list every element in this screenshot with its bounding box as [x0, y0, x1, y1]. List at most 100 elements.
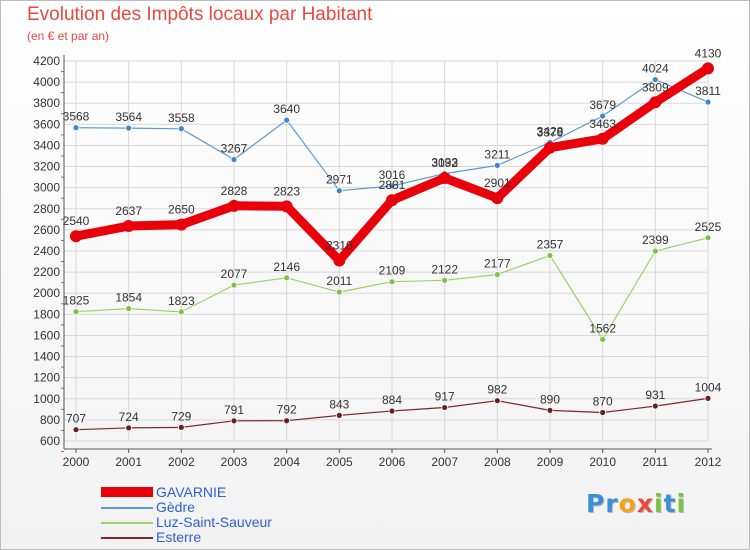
y-tick-label: 3800: [33, 96, 60, 110]
data-point: [493, 271, 501, 278]
data-point: [280, 200, 293, 213]
data-point: [230, 156, 238, 163]
logo-letter: i: [654, 489, 664, 518]
data-point: [388, 278, 396, 286]
legend-label: Luz-Saint-Sauveur: [156, 514, 272, 530]
data-point: [704, 394, 712, 402]
legend-swatch: [101, 487, 153, 497]
x-tick-label: 2011: [642, 455, 668, 469]
data-label: 3133: [431, 156, 458, 170]
data-point: [283, 417, 291, 425]
data-point: [599, 112, 607, 120]
x-tick-label: 2002: [168, 455, 195, 469]
data-point: [493, 397, 501, 405]
legend-swatch: [101, 507, 153, 509]
x-tick-label: 2012: [695, 455, 722, 469]
data-point: [228, 199, 240, 212]
data-point: [649, 96, 662, 109]
data-label: 1562: [589, 321, 616, 335]
y-tick-label: 2400: [33, 244, 60, 258]
data-label: 4024: [642, 62, 669, 76]
data-label: 2650: [168, 203, 195, 217]
data-label: 3568: [63, 110, 90, 124]
data-point: [125, 305, 133, 313]
data-point: [544, 141, 556, 154]
data-point: [441, 276, 449, 284]
legend-label: Esterre: [156, 529, 202, 545]
data-point: [441, 404, 449, 411]
data-point: [335, 187, 343, 195]
y-tick-label: 2600: [33, 223, 60, 237]
logo-letter: r: [605, 489, 619, 518]
data-label: 3558: [168, 111, 195, 125]
data-point: [72, 426, 80, 434]
data-point: [546, 406, 554, 414]
x-tick-label: 2001: [115, 455, 142, 469]
data-label: 3463: [589, 117, 616, 131]
data-label: 3016: [379, 168, 406, 182]
data-label: 729: [171, 409, 191, 423]
chart-subtitle: (en € et par an): [27, 29, 110, 43]
y-tick-label: 4200: [33, 54, 60, 68]
data-point: [175, 218, 188, 231]
data-point: [230, 281, 238, 289]
legend-swatch: [101, 537, 153, 539]
data-label: 3379: [537, 126, 564, 140]
data-point: [72, 124, 80, 132]
data-point: [651, 247, 659, 255]
data-point: [546, 252, 554, 259]
data-point: [177, 125, 185, 133]
data-label: 2637: [115, 204, 142, 218]
data-point: [704, 234, 712, 242]
legend-label: GAVARNIE: [156, 484, 227, 500]
x-tick-label: 2008: [484, 455, 511, 469]
x-tick-label: 2000: [63, 455, 90, 469]
data-label: 1823: [168, 294, 195, 308]
data-label: 3267: [221, 141, 248, 155]
data-label: 3809: [642, 80, 669, 94]
data-label: 2525: [695, 220, 722, 234]
data-point: [599, 409, 607, 416]
proxiti-logo: Proxiti: [586, 489, 686, 518]
x-tick-label: 2004: [273, 455, 300, 469]
data-label: 2901: [484, 176, 511, 190]
data-label: 884: [382, 393, 402, 407]
data-label: 2109: [379, 264, 406, 278]
data-point: [388, 407, 396, 415]
data-label: 2971: [326, 173, 353, 187]
data-label: 724: [119, 410, 139, 424]
x-tick-label: 2003: [221, 455, 248, 469]
y-tick-label: 1200: [33, 371, 60, 385]
y-tick-label: 4000: [33, 75, 60, 89]
data-label: 890: [540, 392, 560, 406]
data-point: [596, 132, 609, 145]
data-label: 2310: [326, 239, 353, 253]
y-tick-label: 3200: [33, 160, 60, 174]
data-point: [125, 124, 133, 132]
y-tick-label: 2200: [33, 265, 60, 279]
data-label: 2077: [221, 267, 248, 281]
data-label: 3640: [273, 102, 300, 116]
logo-letter: o: [618, 489, 637, 518]
data-label: 870: [593, 395, 613, 409]
x-tick-label: 2006: [379, 455, 406, 469]
data-label: 843: [329, 397, 349, 411]
data-label: 2399: [642, 233, 669, 247]
legend-label: Gèdre: [156, 499, 195, 515]
data-label: 1854: [115, 291, 142, 305]
y-tick-label: 600: [40, 434, 60, 448]
data-label: 931: [645, 388, 665, 402]
data-point: [335, 411, 343, 419]
data-point: [333, 254, 346, 267]
data-label: 2357: [537, 238, 564, 252]
data-label: 3679: [589, 98, 616, 112]
data-label: 3811: [695, 84, 721, 98]
data-point: [122, 219, 135, 232]
data-point: [70, 230, 82, 243]
y-tick-label: 1800: [33, 307, 60, 321]
x-tick-label: 2009: [537, 455, 564, 469]
data-label: 2881: [379, 178, 406, 192]
data-point: [702, 62, 714, 75]
logo-letter: x: [636, 489, 654, 518]
